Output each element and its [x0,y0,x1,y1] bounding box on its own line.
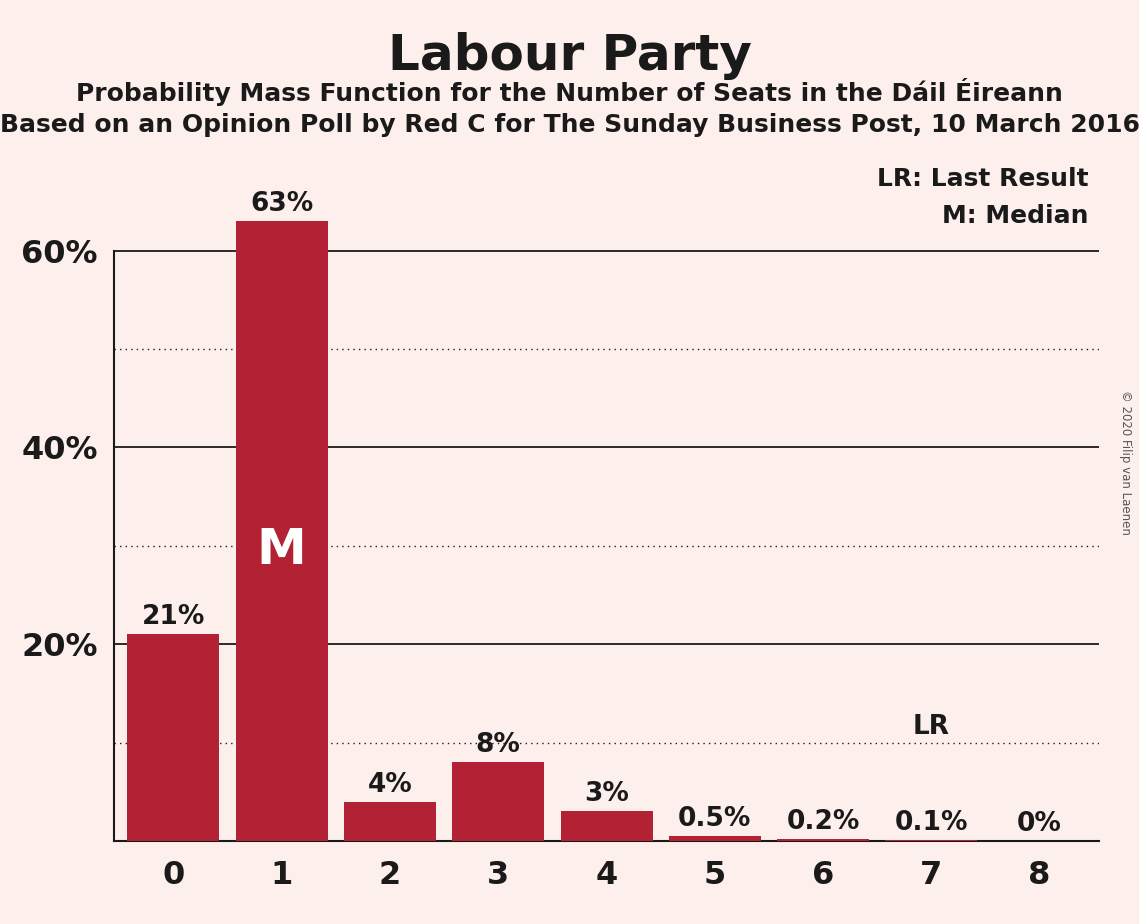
Text: 8%: 8% [476,732,521,759]
Bar [452,762,544,841]
Text: Based on an Opinion Poll by Red C for The Sunday Business Post, 10 March 2016: Based on an Opinion Poll by Red C for Th… [0,113,1139,137]
Text: 0%: 0% [1017,811,1062,837]
Text: 0.1%: 0.1% [894,810,968,836]
Text: Labour Party: Labour Party [387,32,752,80]
Text: LR: Last Result: LR: Last Result [877,167,1088,191]
Text: LR: LR [912,713,950,739]
Text: 0.5%: 0.5% [678,806,752,832]
Text: Probability Mass Function for the Number of Seats in the Dáil Éireann: Probability Mass Function for the Number… [76,78,1063,105]
Text: M: M [256,526,306,574]
Text: 0.2%: 0.2% [786,808,860,835]
Bar [128,634,220,841]
Bar [344,801,436,841]
Bar [560,811,653,841]
Bar [885,840,977,841]
Text: © 2020 Filip van Laenen: © 2020 Filip van Laenen [1118,390,1132,534]
Text: 3%: 3% [584,782,629,808]
Text: M: Median: M: Median [942,203,1088,227]
Bar [669,836,761,841]
Text: 4%: 4% [368,772,412,797]
Text: 21%: 21% [141,604,205,630]
Text: 63%: 63% [251,191,313,217]
Bar [236,222,328,841]
Bar [777,839,869,841]
